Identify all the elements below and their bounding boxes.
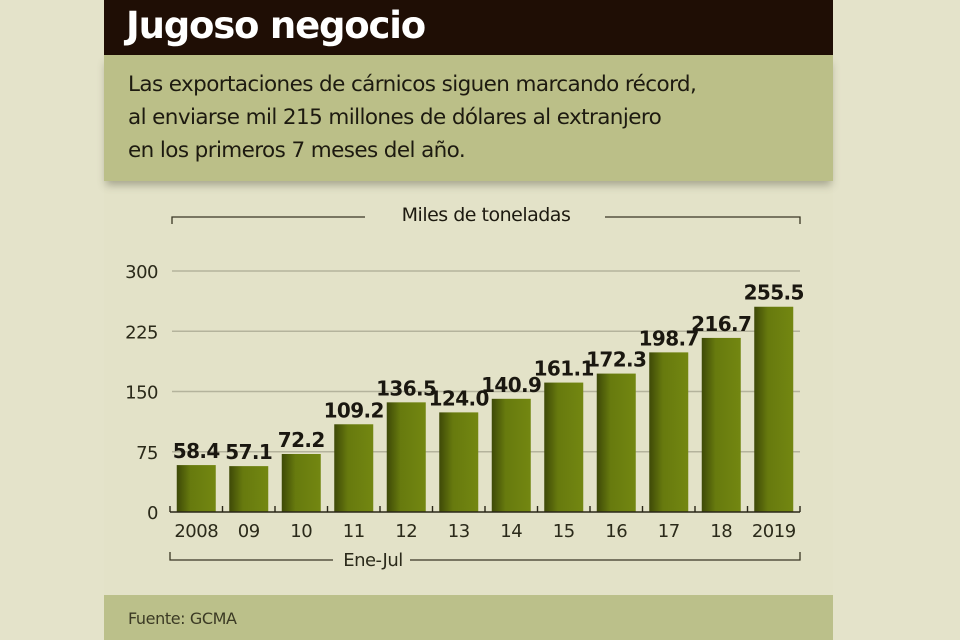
period-bracket: Ene-Jul (169, 550, 801, 571)
x-tick-label: 15 (553, 521, 575, 542)
bar-10 (281, 453, 321, 512)
value-label: 109.2 (324, 398, 384, 422)
page-title: Jugoso negocio (126, 4, 426, 47)
title-bar: Jugoso negocio (104, 0, 833, 55)
x-tick-label: 18 (710, 521, 732, 542)
bar-11 (334, 424, 374, 512)
value-label: 198.7 (639, 326, 699, 350)
value-label: 58.4 (173, 439, 220, 463)
subtitle-text: Las exportaciones de cárnicos siguen mar… (128, 72, 697, 163)
unit-bracket-right (605, 216, 801, 224)
value-label: 124.0 (429, 386, 489, 410)
bar-12 (386, 402, 426, 512)
x-tick-label: 2019 (752, 521, 796, 542)
bar-16 (596, 373, 636, 512)
y-tick-label: 225 (125, 322, 158, 343)
value-labels: 58.4 57.172.2 109.2136.5124.0140.9161.1172… (173, 281, 805, 464)
bar-15 (544, 382, 584, 512)
period-label: Ene-Jul (343, 550, 403, 571)
bar-2008 (176, 465, 216, 512)
y-tick-label: 300 (125, 262, 158, 283)
unit-label: Miles de toneladas (402, 204, 571, 226)
value-label: 255.5 (744, 281, 804, 305)
value-label: 72.2 (278, 428, 325, 452)
x-tick-label: 17 (658, 521, 680, 542)
value-label: 216.7 (691, 312, 751, 336)
x-axis (169, 506, 801, 513)
x-tick-label: 16 (605, 521, 627, 542)
x-tick-label: 09 (238, 521, 260, 542)
x-tick-label: 12 (395, 521, 417, 542)
period-bracket-right (410, 552, 801, 561)
y-tick-label: 150 (125, 383, 158, 404)
bar-18 (701, 337, 741, 512)
value-label: 172.3 (586, 348, 646, 372)
x-axis-ticks: 2008 09 10 11 12 13 14 15 16 17 18 2019 (174, 521, 796, 542)
y-tick-label: 0 (147, 503, 158, 524)
bar-09 (229, 466, 269, 512)
bars (176, 306, 794, 512)
value-label: 57.1 (225, 440, 272, 464)
unit-bracket: Miles de toneladas (171, 204, 801, 226)
value-label: 161.1 (534, 357, 594, 381)
bar-13 (439, 412, 479, 512)
x-tick-label: 10 (290, 521, 312, 542)
x-tick-label: 11 (343, 521, 365, 542)
footer-band: Fuente: GCMA (104, 595, 833, 640)
bar-17 (649, 352, 689, 512)
x-tick-label: 14 (500, 521, 522, 542)
x-tick-label: 2008 (174, 521, 218, 542)
x-tick-label: 13 (448, 521, 470, 542)
bar-2019 (754, 306, 794, 512)
bar-14 (491, 398, 531, 512)
subtitle-band: Las exportaciones de cárnicos siguen mar… (104, 55, 833, 181)
y-axis-ticks: 0 75 150 225 300 (125, 262, 158, 524)
y-tick-label: 75 (136, 443, 158, 464)
value-label: 140.9 (481, 373, 541, 397)
gridlines (172, 270, 800, 453)
source-note: Fuente: GCMA (128, 609, 237, 628)
unit-bracket-left (171, 216, 365, 224)
value-label: 136.5 (376, 376, 436, 400)
period-bracket-left (169, 552, 333, 561)
